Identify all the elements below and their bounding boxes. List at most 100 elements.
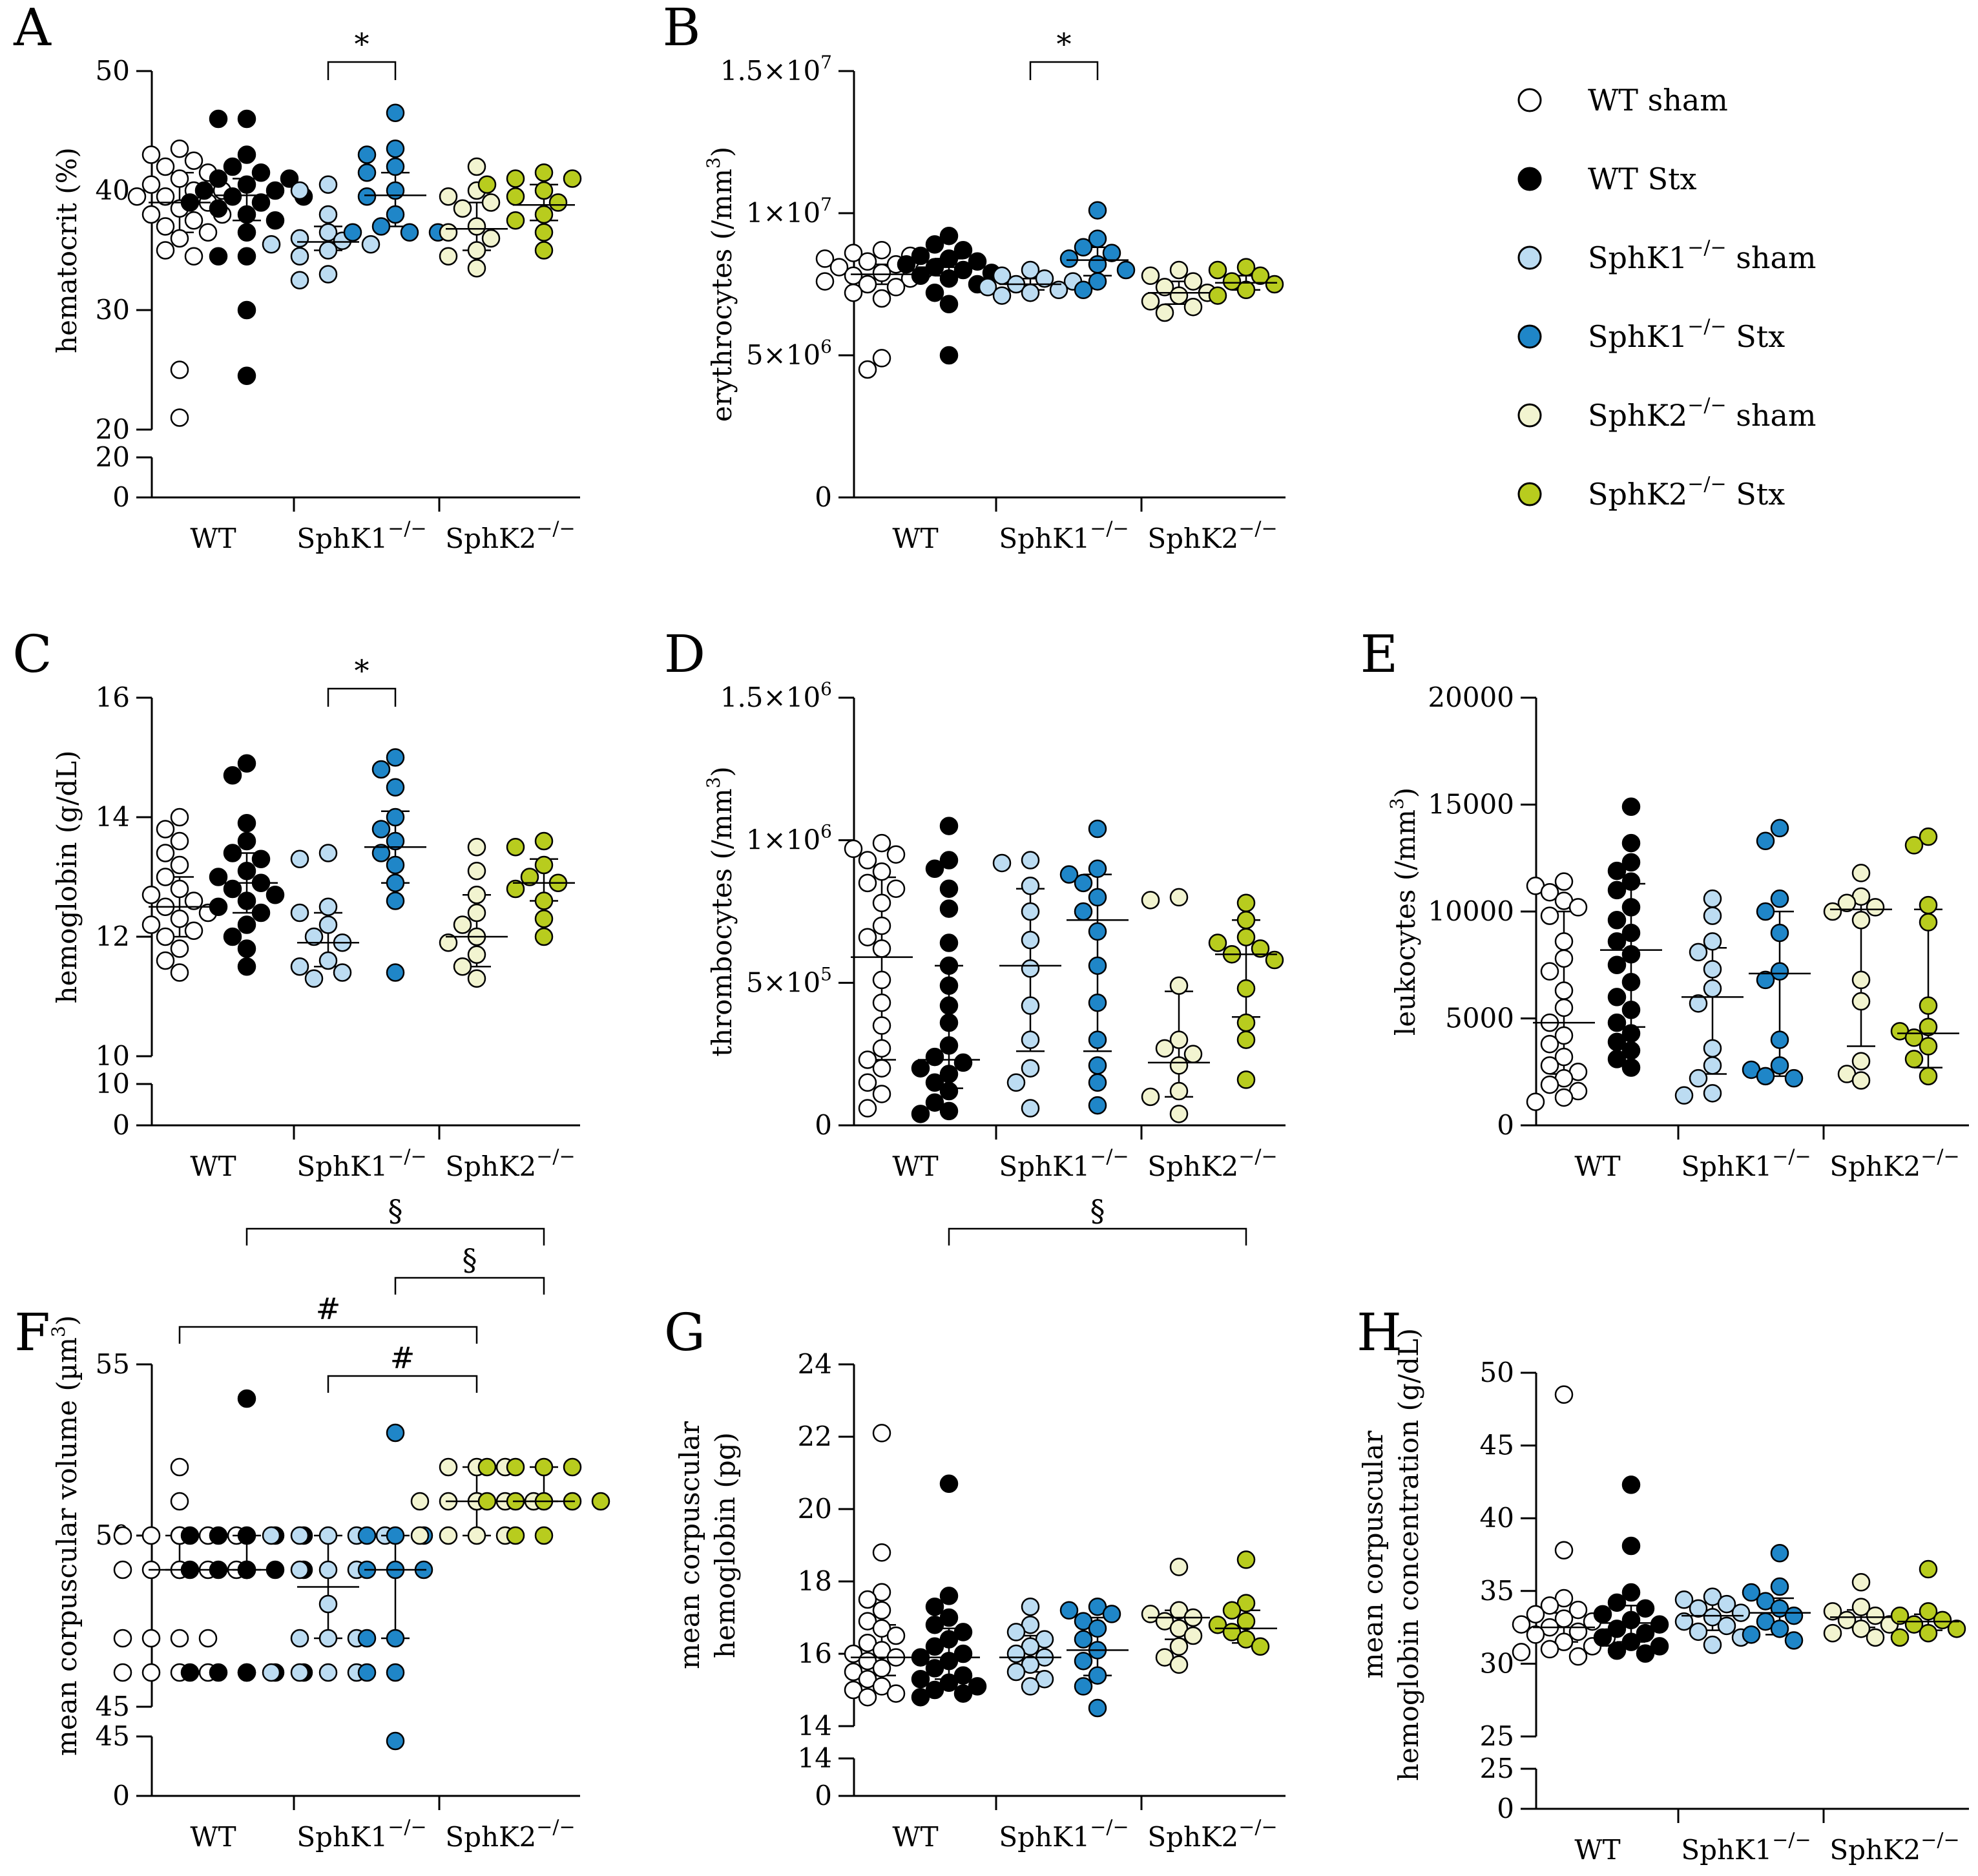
x-category-label: SphK1−/− [297, 1145, 426, 1182]
data-point [844, 283, 863, 302]
data-point [477, 1492, 497, 1511]
data-point [1607, 1593, 1627, 1612]
data-point [237, 223, 256, 242]
data-point [1568, 1622, 1588, 1642]
data-point [1770, 1030, 1789, 1049]
significance-mark: § [1090, 1193, 1105, 1228]
data-point [506, 1457, 525, 1477]
data-point [453, 199, 472, 218]
data-point [1784, 1631, 1804, 1650]
data-point [872, 970, 891, 990]
data-point [534, 205, 554, 224]
data-point [194, 181, 214, 200]
legend-marker [1517, 482, 1542, 506]
data-point [386, 891, 405, 910]
y-tick-label: 1.5×106 [720, 678, 832, 713]
data-point [520, 868, 539, 886]
data-point [1512, 1643, 1531, 1662]
category-superscript: −/− [536, 1145, 575, 1168]
data-point [439, 933, 458, 952]
data-point [939, 1101, 959, 1121]
data-point [563, 169, 582, 188]
data-point [180, 1663, 200, 1682]
data-point [858, 360, 877, 379]
data-point [237, 145, 256, 164]
data-point [198, 1629, 218, 1648]
data-point [237, 939, 256, 958]
legend-label: SphK2−/− Stx [1588, 473, 1785, 512]
data-point [361, 235, 380, 254]
y-tick-label: 5×106 [746, 336, 832, 371]
category-name: SphK1 [999, 1151, 1090, 1182]
data-point [872, 893, 891, 913]
data-point [1607, 881, 1627, 900]
bracket-line [394, 1277, 545, 1295]
data-point [170, 808, 189, 827]
data-point [1607, 1641, 1627, 1660]
data-point [925, 859, 944, 879]
data-point [357, 1526, 377, 1545]
data-point [290, 247, 309, 266]
data-point [1607, 988, 1627, 1006]
tick-exponent: 7 [820, 194, 832, 215]
data-point [1636, 1599, 1655, 1618]
data-point [1621, 797, 1641, 817]
panel-letter: H [1357, 1302, 1402, 1362]
y-tick-label: 20 [96, 413, 130, 445]
data-point [318, 223, 338, 242]
tick-exponent: 5 [820, 963, 832, 985]
data-point [184, 921, 203, 940]
data-point [1703, 960, 1722, 979]
data-point [1919, 1037, 1938, 1056]
x-category-label: SphK1−/− [1681, 1829, 1811, 1866]
data-point [886, 845, 906, 864]
y-tick-label: 0 [1497, 1109, 1514, 1141]
data-point [343, 223, 362, 242]
data-point [939, 1013, 959, 1032]
data-point [1593, 1628, 1612, 1647]
data-point [156, 241, 175, 260]
data-point [209, 868, 228, 886]
data-point [939, 976, 959, 995]
data-point [911, 1105, 930, 1123]
legend-suffix: sham [1727, 240, 1817, 275]
category-name: SphK1 [297, 523, 388, 554]
data-point [1770, 889, 1789, 908]
data-point [371, 820, 391, 839]
data-point [1236, 893, 1256, 913]
legend-label: SphK1−/− sham [1588, 236, 1817, 275]
data-point [1251, 266, 1270, 286]
x-category-label: SphK2−/− [445, 1816, 575, 1853]
legend-suffix: Stx [1727, 477, 1785, 512]
data-point [534, 891, 554, 910]
data-point [1621, 833, 1641, 853]
data-point [265, 886, 285, 904]
tick-mantissa: 1×10 [746, 197, 820, 229]
data-point [1703, 1056, 1722, 1075]
group-sphk1-stx [1059, 819, 1129, 1115]
data-point [1169, 1558, 1189, 1576]
x-category-label: SphK2−/− [1147, 1816, 1277, 1853]
x-category-label: WT [892, 1151, 938, 1182]
data-point [939, 1081, 959, 1101]
data-point [872, 939, 891, 958]
data-point [184, 891, 203, 910]
data-point [1265, 950, 1284, 970]
data-point [1035, 1669, 1054, 1689]
legend-marker [1517, 88, 1542, 112]
data-point [1540, 1596, 1559, 1615]
data-point [170, 939, 189, 958]
data-point [939, 226, 959, 245]
group-sphk2-stx [1890, 1559, 1966, 1647]
data-point [1890, 1606, 1910, 1625]
tick-exponent: 6 [820, 821, 832, 842]
data-point [1540, 882, 1559, 902]
data-point [170, 963, 189, 982]
data-point [371, 760, 391, 779]
x-category-label: WT [190, 523, 236, 554]
data-point [467, 903, 486, 922]
data-point [1021, 260, 1040, 280]
category-superscript: −/− [536, 1816, 575, 1839]
group-sphk1-sham [262, 1526, 395, 1682]
